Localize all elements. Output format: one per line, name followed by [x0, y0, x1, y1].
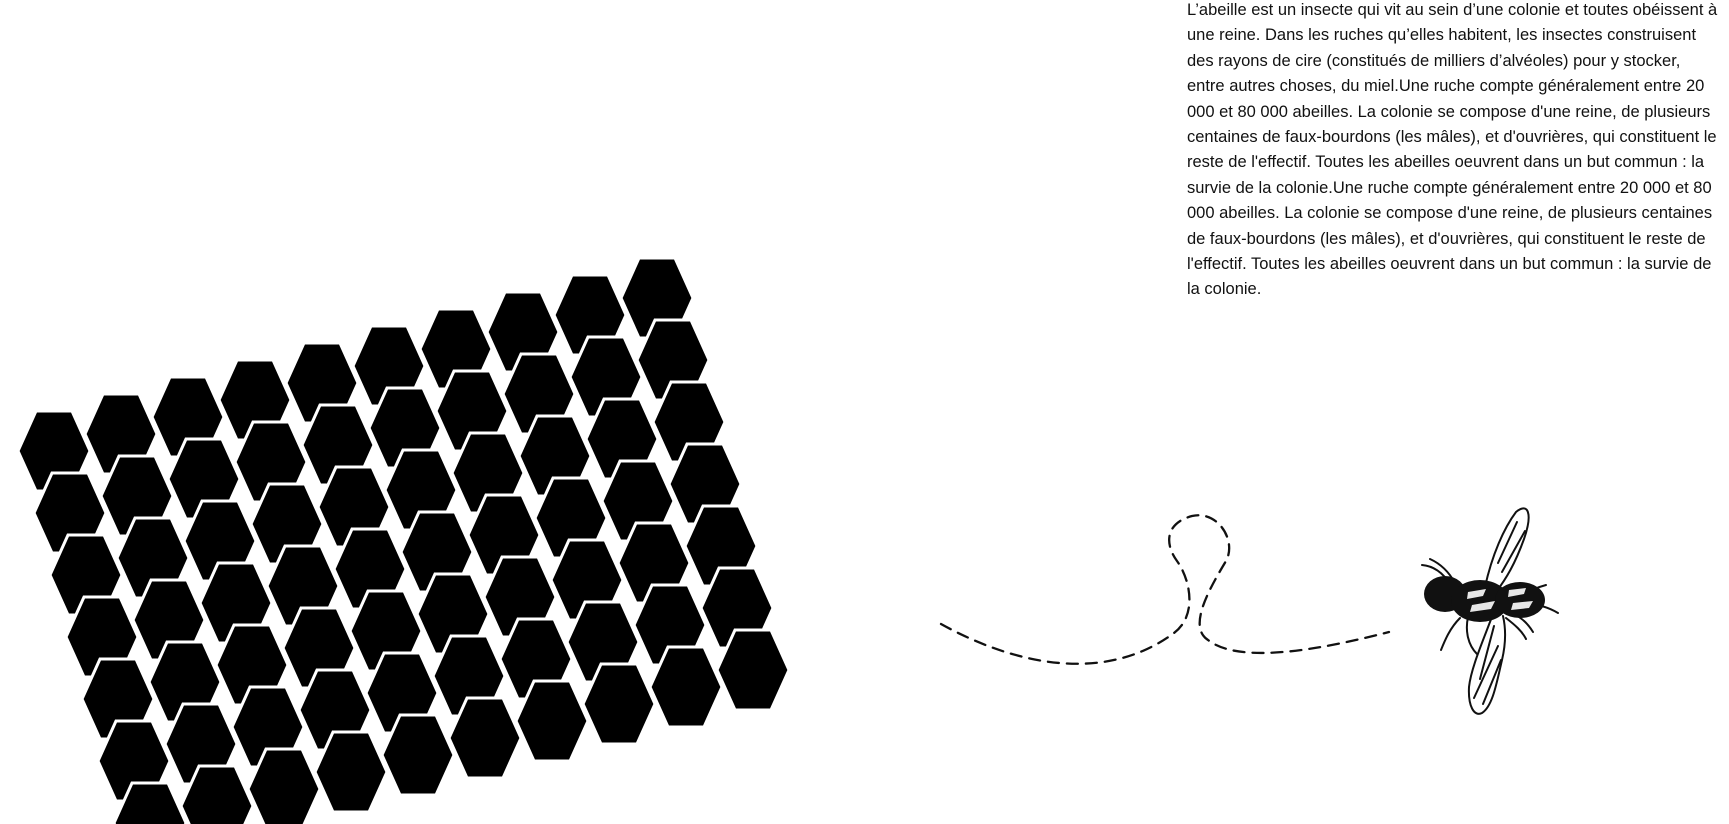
- bee-wing-veins: [1473, 521, 1526, 705]
- honeycomb-cell: [447, 696, 523, 780]
- honeycomb-cell: [246, 747, 322, 824]
- honeycomb-cell: [380, 713, 456, 797]
- honeycomb-cell: [715, 628, 791, 712]
- bee-abdomen: [1495, 582, 1545, 618]
- bee-icon: [1421, 507, 1559, 715]
- bee-upper-wing: [1484, 507, 1530, 593]
- honeycomb-cells: [16, 256, 791, 824]
- honeycomb-cell: [581, 662, 657, 746]
- bee-thorax: [1451, 580, 1509, 622]
- honeycomb-cell: [648, 645, 724, 729]
- honeycomb-cell: [112, 781, 188, 824]
- honeycomb-cell: [514, 679, 590, 763]
- bee-lower-wing: [1467, 613, 1507, 715]
- honeycomb-cell: [179, 764, 255, 824]
- honeycomb-cell: [313, 730, 389, 814]
- bee-description-text: L’abeille est un insecte qui vit au sein…: [1187, 1, 1718, 299]
